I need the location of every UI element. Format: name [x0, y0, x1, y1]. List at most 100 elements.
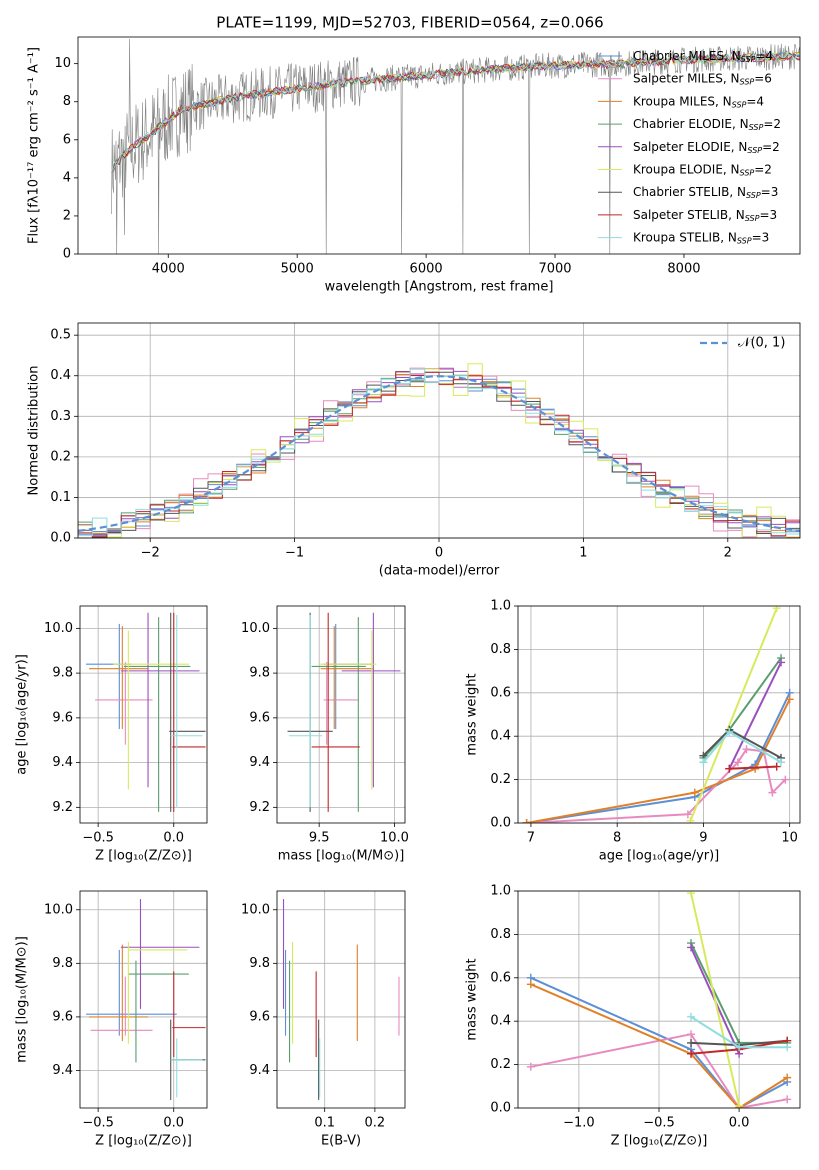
y-tick-label: 9.4 [249, 755, 270, 770]
legend-entry-main: Kroupa STELIB, N [633, 230, 737, 244]
y-tick-label: 0.2 [490, 772, 511, 787]
weight-marker [777, 658, 786, 667]
x-tick-label: 4000 [152, 262, 185, 277]
x-tick-label: 7 [527, 831, 535, 846]
weight-line [728, 661, 782, 770]
spectrum-frame [77, 36, 801, 255]
ebv-mass-frame [276, 890, 406, 1109]
x-tick-label: 0.1 [314, 1116, 335, 1131]
legend-entry-sub: SSP [740, 77, 755, 86]
x-tick-label: 8 [613, 831, 621, 846]
y-tick-label: 0.0 [490, 1101, 511, 1116]
weight-marker [772, 606, 781, 613]
legend-entry-main: Chabrier STELIB, N [633, 185, 746, 199]
chart-title: PLATE=1199, MJD=52703, FIBERID=0564, z=0… [216, 14, 603, 32]
z-mass-points [86, 899, 206, 1100]
spectrum-axes: 4000 5000 6000 7000 8000 0 2 4 6 8 10 wavelength [A… [27, 47, 701, 295]
legend-entry: Kroupa STELIB, NSSP=3 [633, 230, 769, 245]
y-tick-label: 0.1 [50, 490, 71, 505]
weight-line [729, 765, 777, 770]
y-tick-label: 0.6 [490, 685, 511, 700]
y-tick-label: 0.8 [490, 642, 511, 657]
weight-marker [526, 1062, 535, 1071]
y-tick-label: 9.4 [52, 755, 73, 770]
y-tick-label: 9.2 [249, 800, 270, 815]
weight-marker [742, 745, 751, 754]
y-tick-label: 10.0 [44, 902, 73, 917]
x-tick-label: −0.5 [82, 831, 114, 846]
y-tick-label: 0.0 [50, 531, 71, 546]
model-fit-line [111, 52, 800, 173]
weight-line [526, 748, 787, 823]
x-axis-label: age [log₁₀(age/yr)] [599, 849, 720, 864]
y-tick-label: 9.6 [52, 710, 73, 725]
legend-entry-tail: =4 [746, 94, 764, 108]
y-tick-label: 2 [63, 208, 71, 223]
x-axis-label: Z [log₁₀(Z/Z⊙)] [611, 1134, 708, 1149]
weight-marker [687, 1012, 696, 1021]
legend-entry-main: Salpeter MILES, N [633, 71, 740, 85]
legend-entry-tail: =2 [762, 139, 780, 153]
y-tick-label: 1.0 [490, 599, 511, 614]
weight-marker [735, 1101, 744, 1108]
legend-entry: Kroupa ELODIE, NSSP=2 [633, 162, 772, 177]
legend-entry-main: Salpeter STELIB, N [633, 207, 745, 221]
legend-entry-tail: =4 [755, 49, 773, 63]
x-tick-label: 6000 [410, 262, 443, 277]
weight-line [530, 1033, 788, 1108]
weight-line [526, 692, 791, 823]
y-tick-label: 10.0 [241, 621, 270, 636]
weight-marker [785, 695, 794, 704]
y-axis-label: mass weight [465, 958, 480, 1040]
weight-marker [735, 1043, 744, 1052]
legend-entry-tail: =2 [754, 162, 772, 176]
weight-marker [687, 891, 696, 898]
x-tick-label: −1.0 [563, 1116, 595, 1131]
mass-age-frame [276, 605, 406, 824]
weight-marker [699, 758, 708, 767]
y-tick-label: 0.2 [490, 1057, 511, 1072]
weight-marker [687, 943, 696, 952]
weight-line [689, 607, 778, 822]
weight-age-lines [522, 606, 794, 823]
gaussian-curve [78, 375, 800, 532]
weight-line [530, 976, 788, 1108]
x-tick-label: −1 [285, 546, 304, 561]
residuals-axes: −2 −1 0 1 2 0.0 0.1 0.2 0.3 0.4 0.5 (data-model)/er… [27, 323, 800, 579]
weight-marker [781, 775, 790, 784]
legend-entry-sub: SSP [746, 191, 761, 200]
y-tick-label: 0.4 [490, 1014, 511, 1029]
mass-age-axes: 9.5 10.0 9.2 9.4 9.6 9.8 10.0 mass [log₁₀(M/M⊙)… [241, 606, 409, 864]
weight-marker [751, 764, 760, 773]
x-tick-label: 9.5 [309, 831, 330, 846]
legend-entry-sub: SSP [747, 145, 762, 154]
weight-marker [768, 788, 777, 797]
z-mass-frame [79, 890, 208, 1109]
weight-marker [783, 1043, 792, 1052]
y-tick-label: 9.4 [249, 1063, 270, 1078]
weight-marker [725, 727, 734, 736]
weight-marker [725, 764, 734, 773]
weight-marker [686, 816, 695, 823]
legend-entry-tail: =3 [752, 230, 770, 244]
weight-age-frame [517, 605, 801, 824]
legend-entry-tail: =3 [761, 185, 779, 199]
x-tick-label: −2 [141, 546, 160, 561]
y-axis-label: mass [log₁₀(M/M⊙)] [15, 936, 30, 1063]
legend-entry-main: Salpeter ELODIE, N [633, 139, 747, 153]
weight-marker [733, 758, 742, 767]
y-tick-label: 0.2 [50, 449, 71, 464]
y-tick-label: 10 [54, 56, 71, 71]
x-tick-label: 0.0 [729, 1116, 750, 1131]
y-axis-label: Flux [fλ10⁻¹⁷ erg cm⁻² s⁻¹ A⁻¹] [27, 47, 42, 244]
legend-entry-sub: SSP [737, 236, 752, 245]
y-tick-label: 9.6 [249, 710, 270, 725]
y-tick-label: 0.4 [50, 368, 71, 383]
legend-entry-tail: =6 [754, 71, 772, 85]
y-tick-label: 9.6 [52, 1009, 73, 1024]
y-tick-label: 0 [63, 247, 71, 262]
legend-entry: Chabrier STELIB, NSSP=3 [633, 185, 778, 200]
y-tick-label: 9.4 [52, 1063, 73, 1078]
legend-entry-sub: SSP [741, 55, 756, 64]
